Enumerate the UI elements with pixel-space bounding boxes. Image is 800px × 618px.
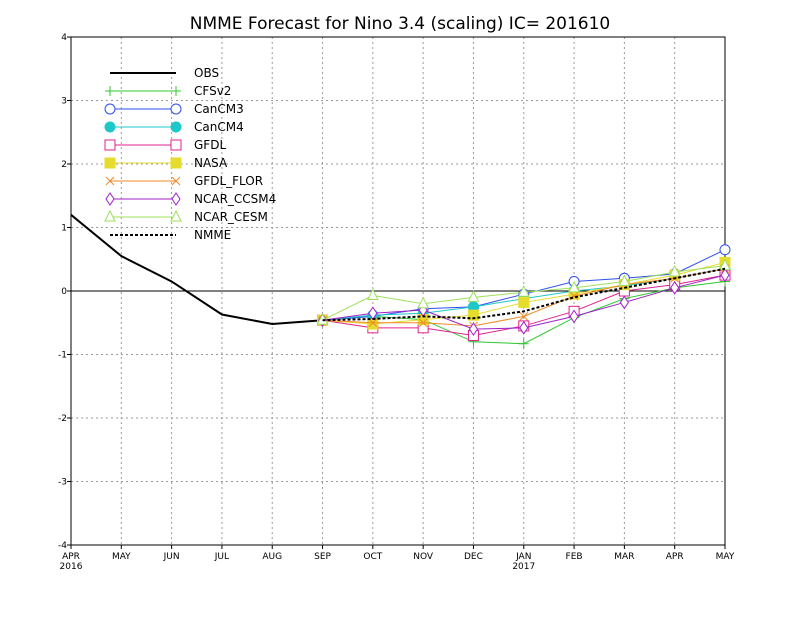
x-marker	[368, 318, 378, 328]
legend-label: NCAR_CESM	[194, 210, 268, 224]
diamond-marker	[105, 192, 115, 206]
plus-marker	[171, 86, 181, 96]
diamond-marker	[619, 295, 629, 310]
series-line-obs	[70, 214, 323, 326]
legend: OBS CFSv2 CanCM3 CanCM4 GFDL NASA GFDL_FLOR NCA…	[104, 66, 276, 242]
diamond-marker	[720, 268, 730, 283]
diamond-marker	[171, 192, 181, 206]
x-marker	[418, 318, 428, 328]
legend-label: CFSv2	[194, 84, 231, 98]
chart-title: NMME Forecast for Nino 3.4 (scaling) IC=…	[190, 14, 611, 34]
filled-square-marker	[104, 157, 116, 169]
square-marker	[104, 139, 116, 151]
legend-label: NASA	[194, 156, 228, 170]
filled-circle-marker	[170, 121, 182, 133]
y-tick-label: -2	[58, 414, 67, 424]
triangle-marker	[170, 209, 182, 222]
y-tick-label: 3	[61, 97, 67, 107]
series-ncar-cesm	[316, 258, 731, 325]
y-tick-label: 0	[61, 287, 67, 297]
legend-label: GFDL	[194, 138, 226, 152]
series-lines	[70, 214, 731, 349]
y-tick-label: -4	[58, 541, 67, 551]
x-marker	[519, 312, 529, 321]
series-line-nmme	[322, 267, 726, 322]
y-tick-label: -1	[58, 351, 67, 361]
plus-marker	[518, 338, 529, 349]
legend-item-obs: OBS	[110, 66, 219, 80]
triangle-marker	[618, 274, 631, 286]
x-tick-label: JAN	[515, 552, 531, 562]
x-tick-label: MAY	[112, 552, 131, 562]
triangle-marker	[517, 285, 530, 297]
x-tick-label: NOV	[413, 552, 434, 562]
legend-label: CanCM3	[194, 102, 244, 116]
triangle-marker	[668, 264, 681, 277]
filled-square-marker	[467, 309, 479, 321]
y-tick-label: 1	[61, 224, 67, 234]
legend-item-cancm3: CanCM3	[104, 102, 244, 116]
x-marker	[105, 176, 115, 186]
x-marker	[171, 176, 181, 186]
triangle-marker	[417, 296, 429, 309]
legend-item-ncar-ccsm4: NCAR_CCSM4	[105, 192, 276, 206]
diamond-marker	[569, 309, 579, 324]
plus-marker	[105, 86, 115, 96]
x-year-label: 2016	[60, 562, 83, 572]
x-tick-label: APR	[666, 552, 684, 562]
circle-marker	[719, 244, 731, 256]
legend-item-gfdl: GFDL	[104, 138, 226, 152]
triangle-marker	[467, 290, 480, 302]
legend-item-cancm4: CanCM4	[104, 120, 244, 134]
legend-label: NCAR_CCSM4	[194, 192, 276, 206]
legend-item-gfdl-flor: GFDL_FLOR	[105, 174, 263, 188]
y-tick-label: 4	[61, 33, 67, 43]
x-tick-label: SEP	[314, 552, 331, 562]
square-marker	[170, 139, 182, 151]
legend-item-ncar-cesm: NCAR_CESM	[104, 209, 268, 224]
y-tick-label: 2	[61, 160, 67, 170]
circle-marker	[170, 103, 182, 115]
legend-label: NMME	[194, 228, 231, 242]
filled-square-marker	[518, 296, 530, 308]
x-tick-label: FEB	[566, 552, 583, 562]
legend-label: CanCM4	[194, 120, 244, 134]
x-tick-label: APR	[62, 552, 80, 562]
x-tick-label: OCT	[363, 552, 382, 562]
x-tick-label: DEC	[464, 552, 483, 562]
filled-square-marker	[367, 318, 379, 330]
y-tick-label: -3	[58, 478, 67, 488]
series-obs	[70, 214, 323, 326]
legend-item-nasa: NASA	[104, 156, 228, 170]
circle-marker	[104, 103, 116, 115]
triangle-marker	[568, 280, 580, 293]
x-year-label: 2017	[512, 562, 535, 572]
legend-item-nmme: NMME	[110, 228, 231, 242]
diamond-marker	[519, 320, 529, 335]
x-tick-label: AUG	[262, 552, 282, 562]
grid	[71, 37, 725, 545]
filled-circle-marker	[104, 121, 116, 133]
legend-label: GFDL_FLOR	[194, 174, 263, 188]
triangle-marker	[104, 209, 116, 222]
legend-label: OBS	[194, 66, 219, 80]
triangle-marker	[367, 288, 379, 300]
series-line-cancm3	[322, 249, 726, 321]
filled-square-marker	[170, 157, 182, 169]
series-nmme	[322, 267, 726, 322]
x-tick-label: MAY	[716, 552, 735, 562]
x-tick-label: JUN	[163, 552, 180, 562]
x-tick-label: MAR	[614, 552, 634, 562]
diamond-marker	[468, 322, 479, 337]
diamond-marker	[670, 280, 680, 295]
x-tick-label: JUL	[214, 552, 229, 562]
legend-item-cfsv2: CFSv2	[105, 84, 231, 98]
